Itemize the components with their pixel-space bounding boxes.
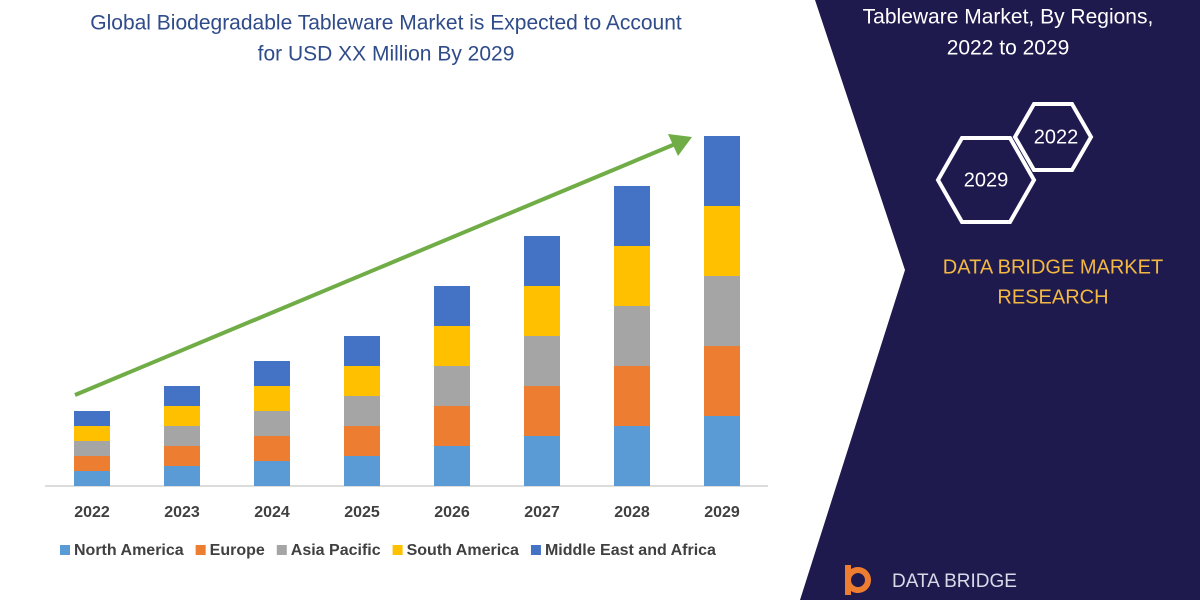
bar-segment xyxy=(254,411,290,436)
legend-label: Middle East and Africa xyxy=(545,542,716,559)
bar-segment xyxy=(344,366,380,396)
legend-label: Asia Pacific xyxy=(291,542,381,559)
legend-swatch xyxy=(276,545,287,555)
bar-segment xyxy=(164,446,200,466)
hexagon-label: 2029 xyxy=(964,169,1009,191)
bar-segment xyxy=(344,396,380,426)
bar-segment xyxy=(344,456,380,486)
bar-segment xyxy=(524,286,560,336)
bar-segment xyxy=(74,456,110,471)
hexagon-label: 2022 xyxy=(1034,126,1079,148)
legend-label: Europe xyxy=(210,542,265,559)
hexagon xyxy=(935,136,1037,224)
legend-swatch xyxy=(530,545,541,555)
bar-segment xyxy=(524,386,560,436)
side-panel xyxy=(800,0,1200,600)
bar-segment xyxy=(74,426,110,441)
bar-segment xyxy=(164,406,200,426)
bar-segment xyxy=(614,426,650,486)
bar-segment xyxy=(704,276,740,346)
logo-icon xyxy=(845,565,871,595)
trend-arrow xyxy=(74,140,681,397)
x-tick-label: 2029 xyxy=(704,504,740,521)
bar-segment xyxy=(704,346,740,416)
bar-segment xyxy=(524,336,560,386)
legend-swatch xyxy=(60,545,70,555)
plot-area xyxy=(74,136,740,486)
bar-segment xyxy=(614,246,650,306)
bar-segment xyxy=(74,471,110,486)
x-tick-label: 2024 xyxy=(254,504,290,521)
bar-segment xyxy=(254,436,290,461)
hexagon xyxy=(1012,102,1094,172)
brand-text: DATA BRIDGE MARKET xyxy=(943,256,1163,278)
panel-title: 2022 to 2029 xyxy=(947,37,1070,60)
legend-label: South America xyxy=(407,542,519,559)
brand-text: RESEARCH xyxy=(997,286,1108,308)
chart-title: Global Biodegradable Tableware Market is… xyxy=(90,12,682,35)
bar-segment xyxy=(74,411,110,426)
x-tick-label: 2027 xyxy=(524,504,560,521)
x-tick-label: 2026 xyxy=(434,504,470,521)
x-tick-label: 2028 xyxy=(614,504,650,521)
bar-segment xyxy=(614,186,650,246)
x-tick-label: 2025 xyxy=(344,504,380,521)
bar-segment xyxy=(254,461,290,486)
bar-segment xyxy=(614,306,650,366)
legend-label: North America xyxy=(74,542,184,559)
bar-segment xyxy=(704,136,740,206)
bar-segment xyxy=(164,466,200,486)
bar-segment xyxy=(434,446,470,486)
chart-title: for USD XX Million By 2029 xyxy=(258,43,515,66)
bar-segment xyxy=(434,326,470,366)
bar-segment xyxy=(524,436,560,486)
bar-segment xyxy=(74,441,110,456)
bar-segment xyxy=(164,386,200,406)
bar-segment xyxy=(254,386,290,411)
legend-swatch xyxy=(195,545,206,555)
x-tick-label: 2023 xyxy=(164,504,200,521)
bar-segment xyxy=(524,236,560,286)
bar-segment xyxy=(344,336,380,366)
bar-segment xyxy=(434,286,470,326)
bar-segment xyxy=(434,406,470,446)
bar-segment xyxy=(254,361,290,386)
legend-swatch xyxy=(392,545,403,555)
bar-segment xyxy=(164,426,200,446)
logo-text: DATA BRIDGE xyxy=(892,571,1017,592)
panel-title: Tableware Market, By Regions, xyxy=(863,6,1154,29)
bar-segment xyxy=(704,416,740,486)
bar-segment xyxy=(614,366,650,426)
x-tick-label: 2022 xyxy=(74,504,110,521)
bar-segment xyxy=(344,426,380,456)
bar-segment xyxy=(704,206,740,276)
bar-segment xyxy=(434,366,470,406)
arrow-head xyxy=(668,134,692,156)
